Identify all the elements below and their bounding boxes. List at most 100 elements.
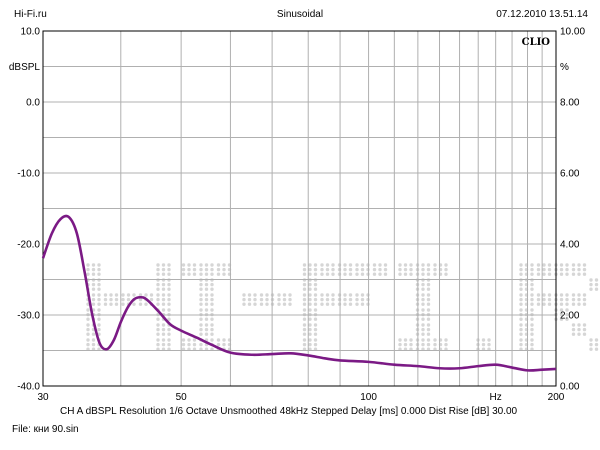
watermark-dot bbox=[247, 297, 252, 302]
watermark-dot bbox=[156, 293, 160, 297]
watermark-dot bbox=[594, 338, 599, 342]
watermark-dot bbox=[156, 272, 160, 276]
plot-frame bbox=[42, 30, 557, 387]
watermark-dot bbox=[433, 263, 437, 267]
watermark-dot bbox=[313, 317, 318, 321]
watermark-dot bbox=[530, 302, 534, 306]
watermark-dot bbox=[421, 338, 425, 342]
watermark-dot bbox=[302, 332, 307, 336]
watermark-dot bbox=[403, 267, 408, 272]
watermark-dot bbox=[426, 338, 431, 342]
watermark-dot bbox=[149, 297, 154, 302]
watermark-dot bbox=[571, 297, 576, 302]
watermark-dot bbox=[542, 272, 546, 276]
watermark-dot bbox=[222, 272, 226, 276]
watermark-dot bbox=[325, 293, 330, 297]
watermark-dot bbox=[204, 323, 209, 327]
watermark-dot bbox=[582, 302, 587, 306]
watermark-dot bbox=[302, 263, 307, 267]
watermark-dot bbox=[265, 297, 269, 302]
watermark-dot bbox=[308, 308, 312, 312]
watermark-dot bbox=[91, 338, 96, 342]
x-tick-label: 30 bbox=[37, 392, 49, 403]
watermark-dot bbox=[161, 287, 166, 291]
watermark-dot bbox=[97, 323, 101, 327]
y2-tick-label: 8.00 bbox=[560, 98, 580, 109]
x-tick-label: 100 bbox=[360, 392, 377, 403]
watermark-dot bbox=[337, 272, 342, 276]
watermark-dot bbox=[571, 272, 576, 276]
watermark-dot bbox=[308, 272, 312, 276]
watermark-dot bbox=[398, 338, 402, 342]
watermark-dot bbox=[519, 338, 523, 342]
watermark-dot bbox=[426, 293, 431, 297]
watermark-dot bbox=[343, 267, 347, 272]
watermark-dot bbox=[181, 263, 186, 267]
watermark-dot bbox=[167, 267, 171, 272]
watermark-dot bbox=[565, 302, 569, 306]
watermark-dot bbox=[519, 332, 523, 336]
watermark-dot bbox=[530, 342, 534, 347]
watermark-dot bbox=[253, 302, 257, 306]
watermark-dot bbox=[559, 317, 564, 321]
watermark-dot bbox=[91, 267, 96, 272]
watermark-dot bbox=[530, 308, 534, 312]
watermark-dot bbox=[199, 332, 203, 336]
watermark-dot bbox=[519, 297, 523, 302]
watermark-dot bbox=[199, 342, 203, 347]
watermark-dot bbox=[91, 297, 96, 302]
watermark-dot bbox=[355, 293, 359, 297]
watermark-dot bbox=[199, 302, 203, 306]
watermark-dot bbox=[97, 267, 101, 272]
watermark-dot bbox=[313, 282, 318, 287]
watermark-dot bbox=[199, 293, 203, 297]
watermark-dot bbox=[325, 272, 330, 276]
watermark-dot bbox=[121, 297, 125, 302]
watermark-dot bbox=[378, 267, 382, 272]
watermark-dot bbox=[247, 302, 252, 306]
watermark-dot bbox=[199, 297, 203, 302]
watermark-dot bbox=[91, 332, 96, 336]
watermark-dot bbox=[337, 297, 342, 302]
watermark-dot bbox=[577, 327, 581, 332]
watermark-dot bbox=[282, 293, 287, 297]
watermark-dot bbox=[210, 263, 214, 267]
watermark-dot bbox=[204, 282, 209, 287]
y-unit-right: % bbox=[560, 62, 569, 73]
watermark-dot bbox=[325, 267, 330, 272]
watermark-dot bbox=[277, 293, 281, 297]
watermark-dot bbox=[530, 287, 534, 291]
watermark-dot bbox=[383, 263, 388, 267]
watermark-dot bbox=[161, 272, 166, 276]
watermark-dot bbox=[86, 327, 90, 332]
watermark-dot bbox=[594, 287, 599, 291]
watermark-dot bbox=[109, 297, 113, 302]
watermark-dot bbox=[167, 263, 171, 267]
watermark-dot bbox=[199, 282, 203, 287]
watermark-dot bbox=[167, 317, 171, 321]
watermark-dot bbox=[542, 293, 546, 297]
watermark-dot bbox=[519, 287, 523, 291]
watermark-dot bbox=[589, 347, 593, 351]
watermark-dot bbox=[302, 297, 307, 302]
y2-tick-label: 6.00 bbox=[560, 169, 580, 180]
watermark-dot bbox=[199, 327, 203, 332]
watermark-dot bbox=[210, 308, 214, 312]
watermark-dot bbox=[114, 302, 119, 306]
watermark-dot bbox=[222, 267, 226, 272]
watermark-dot bbox=[366, 297, 370, 302]
watermark-dot bbox=[348, 267, 353, 272]
watermark-dot bbox=[582, 267, 587, 272]
watermark-dot bbox=[313, 293, 318, 297]
watermark-dot bbox=[559, 263, 564, 267]
series-group bbox=[41, 214, 557, 372]
watermark-dot bbox=[161, 332, 166, 336]
watermark-dot bbox=[565, 308, 569, 312]
watermark-dot bbox=[331, 267, 335, 272]
watermark-dot bbox=[91, 263, 96, 267]
watermark-dot bbox=[288, 297, 292, 302]
watermark-dot bbox=[109, 302, 113, 306]
watermark-dot bbox=[565, 317, 569, 321]
watermark-dot bbox=[265, 302, 269, 306]
